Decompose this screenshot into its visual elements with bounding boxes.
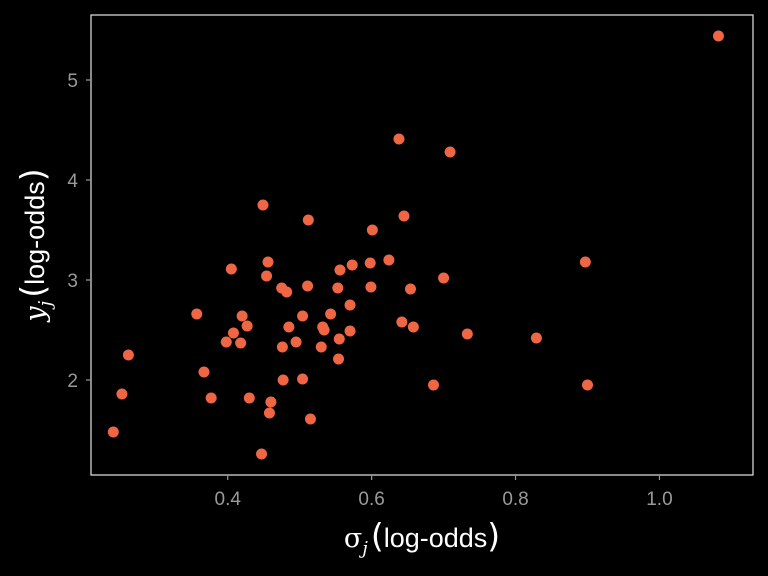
y-axis: 2 3 4 5 (67, 71, 91, 392)
y-axis-symbol: y (20, 306, 51, 323)
x-axis-unit: log-odds (384, 523, 488, 553)
data-point (302, 280, 314, 292)
data-point (325, 308, 337, 320)
x-tick-label: 1.0 (646, 489, 672, 510)
data-point (235, 337, 247, 349)
data-point (220, 336, 232, 348)
data-point (428, 379, 440, 391)
data-point (283, 321, 295, 333)
data-point (333, 333, 345, 345)
data-point (365, 281, 377, 293)
data-point (302, 214, 314, 226)
x-tick-label: 0.8 (502, 489, 528, 510)
data-point (366, 224, 378, 236)
data-point (712, 30, 724, 42)
data-point (396, 316, 408, 328)
data-point (579, 256, 591, 268)
data-point (281, 286, 293, 298)
data-point (444, 146, 456, 158)
data-point (227, 327, 239, 339)
data-point (344, 299, 356, 311)
y-tick-label: 3 (67, 271, 78, 292)
data-point (191, 308, 203, 320)
data-point (333, 353, 345, 365)
x-axis-subscript: j (358, 538, 368, 559)
data-point (236, 310, 248, 322)
data-point (107, 426, 119, 438)
data-point (297, 373, 309, 385)
data-point (205, 392, 217, 404)
y-tick-label: 5 (67, 71, 78, 92)
data-point (265, 396, 277, 408)
data-point (263, 407, 275, 419)
data-point (262, 256, 274, 268)
y-axis-subscript: j (35, 300, 56, 310)
x-axis-title: σj(log-odds) (344, 516, 500, 559)
x-tick-label: 0.4 (215, 489, 242, 510)
data-point (243, 392, 255, 404)
data-point (364, 257, 376, 269)
data-point (383, 254, 395, 266)
data-points (107, 30, 724, 460)
x-axis-symbol: σ (344, 523, 362, 554)
data-point (582, 379, 593, 391)
data-point (290, 336, 302, 348)
data-point (297, 310, 309, 322)
data-point (332, 282, 344, 294)
data-point (346, 259, 358, 271)
data-point (393, 133, 405, 145)
y-axis-title: yj(log-odds) (13, 168, 56, 322)
data-point (241, 320, 253, 332)
data-point (225, 263, 237, 275)
data-point (276, 341, 288, 353)
data-point (304, 413, 316, 425)
data-point (344, 325, 356, 337)
x-axis: 0.4 0.6 0.8 1.0 (215, 475, 673, 510)
data-point (315, 341, 327, 353)
data-point (261, 270, 273, 282)
data-point (404, 283, 416, 295)
data-point (461, 328, 473, 340)
data-point (334, 264, 346, 276)
data-point (277, 374, 289, 386)
data-point (116, 388, 128, 400)
data-point (256, 448, 268, 460)
data-point (398, 210, 410, 222)
data-point (530, 332, 542, 344)
data-point (438, 272, 450, 284)
panel-border (90, 14, 754, 476)
data-point (257, 199, 269, 211)
y-tick-label: 2 (67, 371, 78, 392)
x-tick-label: 0.6 (358, 489, 384, 510)
data-point (407, 321, 419, 333)
data-point (198, 366, 210, 378)
y-tick-label: 4 (67, 171, 78, 192)
y-axis-unit: log-odds (20, 181, 50, 285)
data-point (122, 349, 134, 361)
data-point (318, 324, 330, 336)
